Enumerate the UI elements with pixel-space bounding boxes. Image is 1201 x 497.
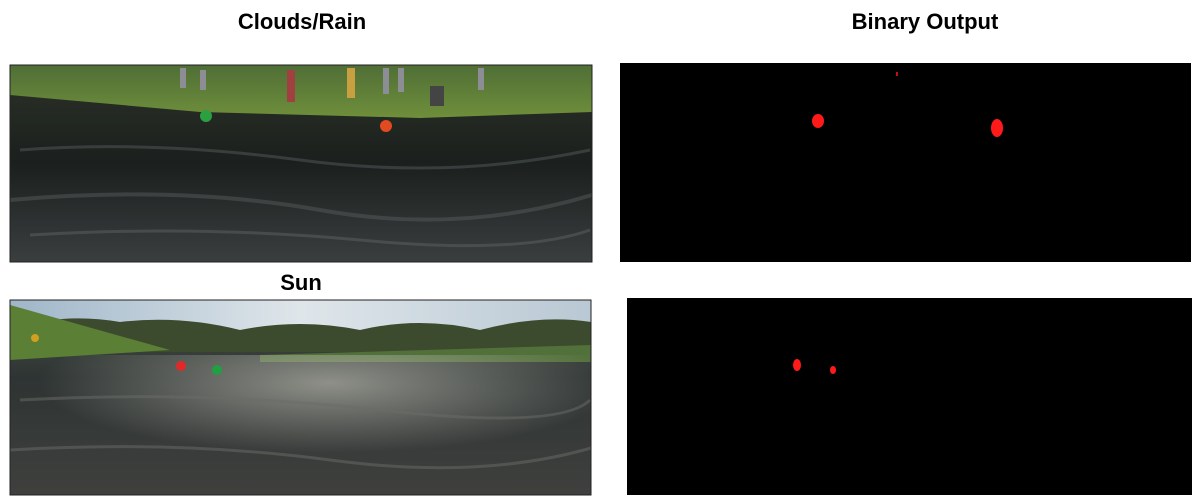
binary-output-bottom xyxy=(627,298,1192,495)
binary-output-top xyxy=(620,63,1191,262)
figure: Clouds/Rain Binary Output Sun xyxy=(0,0,1201,497)
photo-sun xyxy=(10,300,591,495)
panel-title: Clouds/Rain xyxy=(238,9,366,34)
panel-title: Binary Output xyxy=(852,9,999,34)
panel-title: Sun xyxy=(280,270,322,295)
photo-clouds-rain xyxy=(10,65,592,262)
